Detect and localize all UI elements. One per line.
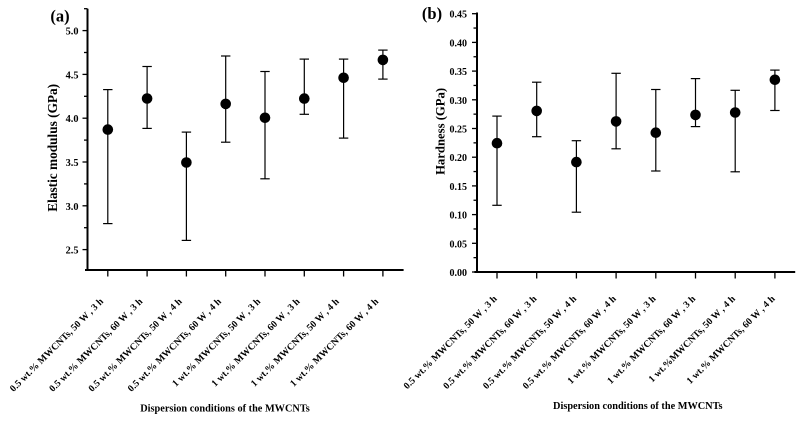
svg-text:(a): (a) [50,7,69,26]
svg-text:0.05: 0.05 [450,239,468,250]
svg-text:0.00: 0.00 [450,268,468,279]
svg-text:4.5: 4.5 [66,70,79,81]
svg-text:4.0: 4.0 [66,114,79,125]
svg-text:Elastic modulus (GPa): Elastic modulus (GPa) [45,84,60,212]
svg-text:3.5: 3.5 [66,158,79,169]
svg-text:5.0: 5.0 [66,27,79,38]
svg-text:3.0: 3.0 [66,202,79,213]
svg-text:0.30: 0.30 [450,96,468,107]
svg-text:0.15: 0.15 [450,182,468,193]
svg-text:2.5: 2.5 [66,246,79,257]
svg-text:0.10: 0.10 [450,211,468,222]
svg-text:0.40: 0.40 [450,38,468,49]
svg-text:0.45: 0.45 [450,10,468,21]
svg-text:Hardness (GPa): Hardness (GPa) [434,88,448,175]
svg-text:0.25: 0.25 [450,125,468,136]
svg-text:(b): (b) [422,4,442,23]
svg-text:Dispersion conditions of the M: Dispersion conditions of the MWCNTs [553,401,723,412]
svg-text:0.35: 0.35 [450,67,468,78]
svg-text:0.20: 0.20 [450,153,468,164]
svg-text:Dispersion conditions of the M: Dispersion conditions of the MWCNTs [140,404,310,415]
